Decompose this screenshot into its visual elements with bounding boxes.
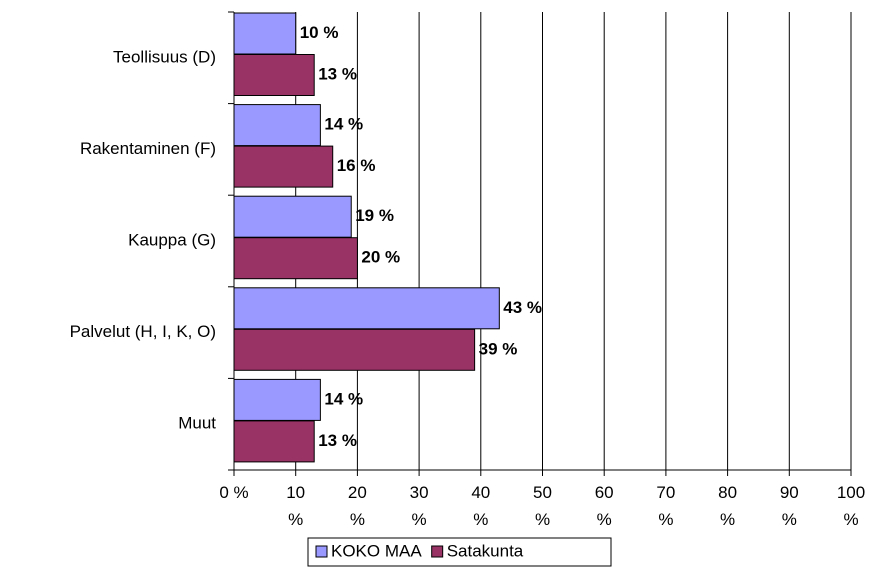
legend-swatch (431, 545, 444, 558)
legend-label: KOKO MAA (331, 541, 422, 560)
x-tick-label: 10 % (286, 483, 306, 529)
x-tick-label: 20 % (347, 483, 367, 529)
y-tick-label: Muut (178, 414, 216, 433)
x-tick-label: 70 % (656, 483, 676, 529)
data-label: 10 % (300, 23, 339, 42)
legend-box (307, 537, 612, 567)
x-tick-label: 50 % (533, 483, 552, 529)
y-tick-label: Palvelut (H, I, K, O) (70, 322, 216, 341)
bar (233, 287, 500, 330)
x-tick-label: 100 % (836, 483, 866, 529)
data-label: 14 % (324, 115, 363, 134)
bar (233, 12, 297, 55)
data-label: 20 % (361, 248, 400, 267)
x-tick-label: 40 % (471, 483, 491, 529)
y-tick-label: Rakentaminen (F) (80, 139, 216, 158)
x-tick-label: 0 % (219, 483, 249, 502)
legend-label: Satakunta (447, 541, 524, 560)
data-label: 14 % (324, 389, 363, 408)
data-label: 43 % (503, 298, 542, 317)
data-label: 19 % (355, 206, 394, 225)
data-label: 13 % (318, 64, 357, 83)
y-tick-label: Kauppa (G) (128, 230, 216, 249)
x-tick-label: 30 % (409, 483, 429, 529)
data-label: 16 % (337, 156, 376, 175)
x-tick-label: 80 % (718, 483, 738, 529)
x-tick-label: 90 % (779, 483, 799, 529)
bar (233, 378, 321, 421)
bar (233, 104, 321, 147)
bar (233, 195, 352, 238)
bar (233, 237, 358, 280)
bar (233, 420, 315, 463)
data-label: 13 % (318, 431, 357, 450)
bar (233, 328, 476, 371)
x-tick-label: 60 % (594, 483, 614, 529)
y-tick-label: Teollisuus (D) (113, 47, 216, 66)
data-label: 39 % (479, 339, 518, 358)
bar (233, 145, 334, 188)
legend-swatch (315, 545, 328, 558)
bar (233, 54, 315, 96)
